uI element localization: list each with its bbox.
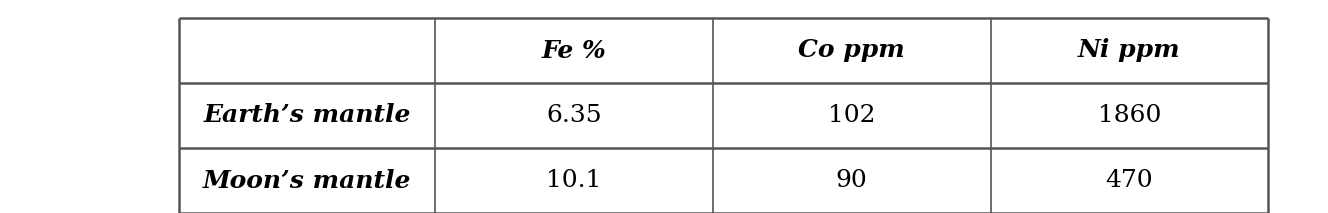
Text: Earth’s mantle: Earth’s mantle xyxy=(203,104,410,128)
Text: 470: 470 xyxy=(1106,169,1153,192)
Text: Fe %: Fe % xyxy=(542,39,607,62)
Text: Ni ppm: Ni ppm xyxy=(1078,39,1181,62)
Text: 1860: 1860 xyxy=(1098,104,1161,127)
Text: 6.35: 6.35 xyxy=(546,104,602,127)
Text: Moon’s mantle: Moon’s mantle xyxy=(203,168,412,193)
Text: 10.1: 10.1 xyxy=(546,169,602,192)
Text: Co ppm: Co ppm xyxy=(798,39,906,62)
Text: 90: 90 xyxy=(835,169,867,192)
Text: 102: 102 xyxy=(827,104,875,127)
